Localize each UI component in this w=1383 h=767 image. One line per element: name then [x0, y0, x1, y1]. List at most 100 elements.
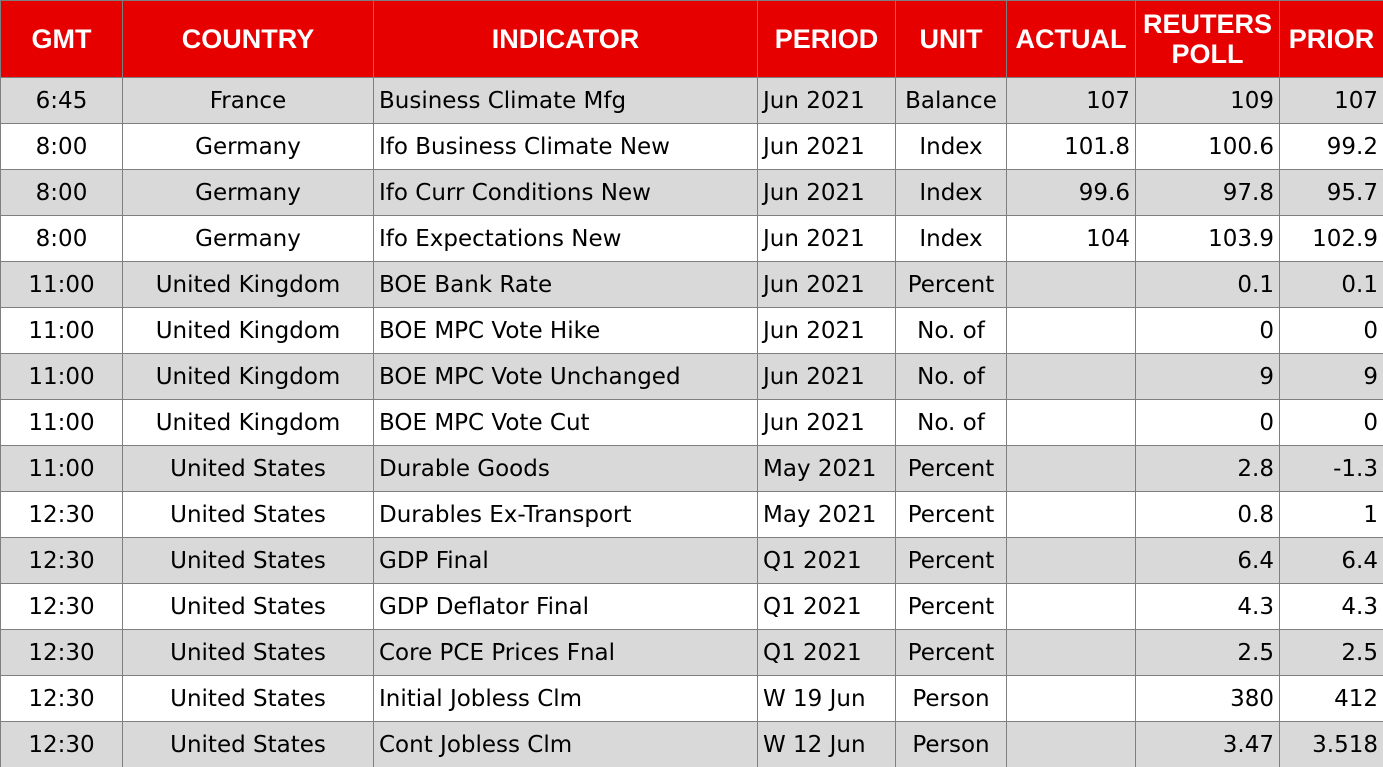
table-cell: 0 [1135, 307, 1280, 354]
table-cell: BOE MPC Vote Cut [373, 399, 758, 446]
table-cell: United Kingdom [122, 261, 374, 308]
table-row: 11:00 United Kingdom BOE Bank Rate Jun 2021… [0, 261, 1383, 308]
table-cell [1006, 399, 1136, 446]
table-cell: 103.9 [1135, 215, 1280, 262]
table-cell: 12:30 [0, 675, 123, 722]
table-cell: 2.8 [1135, 445, 1280, 492]
column-header: COUNTRY [122, 0, 374, 78]
table-row: 12:30 United States GDP Final Q1 2021 Percen… [0, 537, 1383, 584]
table-cell: United Kingdom [122, 353, 374, 400]
table-cell: 12:30 [0, 491, 123, 538]
table-row: 8:00 Germany Ifo Curr Conditions New Jun 20… [0, 169, 1383, 216]
table-cell: Q1 2021 [757, 583, 896, 630]
table-cell: 107 [1279, 77, 1383, 124]
table-cell: United States [122, 583, 374, 630]
table-cell: 0.1 [1135, 261, 1280, 308]
table-cell [1006, 583, 1136, 630]
table-cell: United States [122, 491, 374, 538]
table-cell: W 12 Jun [757, 721, 896, 767]
table-row: 8:00 Germany Ifo Business Climate New Jun 2… [0, 123, 1383, 170]
table-row: 12:30 United States Cont Jobless Clm W 12 J… [0, 721, 1383, 767]
table-cell: 6.4 [1279, 537, 1383, 584]
column-header: REUTERS POLL [1135, 0, 1280, 78]
table-cell: 9 [1135, 353, 1280, 400]
table-cell: Jun 2021 [757, 307, 896, 354]
table-cell: United States [122, 721, 374, 767]
table-cell: BOE MPC Vote Hike [373, 307, 758, 354]
table-cell: BOE Bank Rate [373, 261, 758, 308]
table-cell: 0.1 [1279, 261, 1383, 308]
table-cell: 412 [1279, 675, 1383, 722]
table-cell: GDP Deflator Final [373, 583, 758, 630]
table-cell: Business Climate Mfg [373, 77, 758, 124]
table-cell: France [122, 77, 374, 124]
table-cell: Percent [895, 537, 1007, 584]
table-cell [1006, 721, 1136, 767]
table-cell: United States [122, 629, 374, 676]
table-cell: 109 [1135, 77, 1280, 124]
table-cell: 8:00 [0, 123, 123, 170]
table-cell: No. of [895, 399, 1007, 446]
table-cell: 11:00 [0, 445, 123, 492]
column-header: PRIOR [1279, 0, 1383, 78]
table-cell: No. of [895, 353, 1007, 400]
table-row: 11:00 United Kingdom BOE MPC Vote Unchange… [0, 353, 1383, 400]
table-row: 8:00 Germany Ifo Expectations New Jun 2021 I… [0, 215, 1383, 262]
table-cell: Jun 2021 [757, 399, 896, 446]
table-cell: Q1 2021 [757, 629, 896, 676]
table-cell: GDP Final [373, 537, 758, 584]
table-cell: 100.6 [1135, 123, 1280, 170]
table-cell: Index [895, 215, 1007, 262]
table-cell: 0 [1135, 399, 1280, 446]
table-cell: May 2021 [757, 445, 896, 492]
table-row: 12:30 United States Durables Ex-Transport M… [0, 491, 1383, 538]
table-cell: Index [895, 123, 1007, 170]
table-cell: Jun 2021 [757, 169, 896, 216]
table-cell [1006, 537, 1136, 584]
column-header: INDICATOR [373, 0, 758, 78]
table-cell: Balance [895, 77, 1007, 124]
table-cell: 380 [1135, 675, 1280, 722]
table-cell: Percent [895, 583, 1007, 630]
table-cell: 11:00 [0, 261, 123, 308]
table-row: 11:00 United Kingdom BOE MPC Vote Cut Jun 2… [0, 399, 1383, 446]
table-cell: 6.4 [1135, 537, 1280, 584]
table-cell: Ifo Curr Conditions New [373, 169, 758, 216]
table-cell: May 2021 [757, 491, 896, 538]
table-cell: Jun 2021 [757, 353, 896, 400]
table-cell: 12:30 [0, 629, 123, 676]
table-cell: 8:00 [0, 215, 123, 262]
table-cell: 0 [1279, 307, 1383, 354]
table-cell: Percent [895, 491, 1007, 538]
table-cell: Jun 2021 [757, 215, 896, 262]
table-cell: Initial Jobless Clm [373, 675, 758, 722]
table-row: 12:30 United States Initial Jobless Clm W 1… [0, 675, 1383, 722]
table-cell: Jun 2021 [757, 77, 896, 124]
table-cell: 3.518 [1279, 721, 1383, 767]
table-cell: -1.3 [1279, 445, 1383, 492]
table-cell: 95.7 [1279, 169, 1383, 216]
table-cell: 104 [1006, 215, 1136, 262]
table-cell [1006, 353, 1136, 400]
table-cell: Durable Goods [373, 445, 758, 492]
table-cell: Person [895, 675, 1007, 722]
table-cell: 6:45 [0, 77, 123, 124]
column-header: UNIT [895, 0, 1007, 78]
table-cell: 9 [1279, 353, 1383, 400]
table-row: 11:00 United States Durable Goods May 2021 P… [0, 445, 1383, 492]
table-cell: 99.6 [1006, 169, 1136, 216]
table-cell: Q1 2021 [757, 537, 896, 584]
table-cell: United States [122, 675, 374, 722]
table-cell: 0.8 [1135, 491, 1280, 538]
table-cell: Index [895, 169, 1007, 216]
table-cell: 2.5 [1135, 629, 1280, 676]
table-cell: Jun 2021 [757, 261, 896, 308]
table-cell [1006, 445, 1136, 492]
table-cell: 4.3 [1279, 583, 1383, 630]
table-cell: 107 [1006, 77, 1136, 124]
table-cell: 12:30 [0, 537, 123, 584]
table-cell: 2.5 [1279, 629, 1383, 676]
table-cell: 12:30 [0, 583, 123, 630]
